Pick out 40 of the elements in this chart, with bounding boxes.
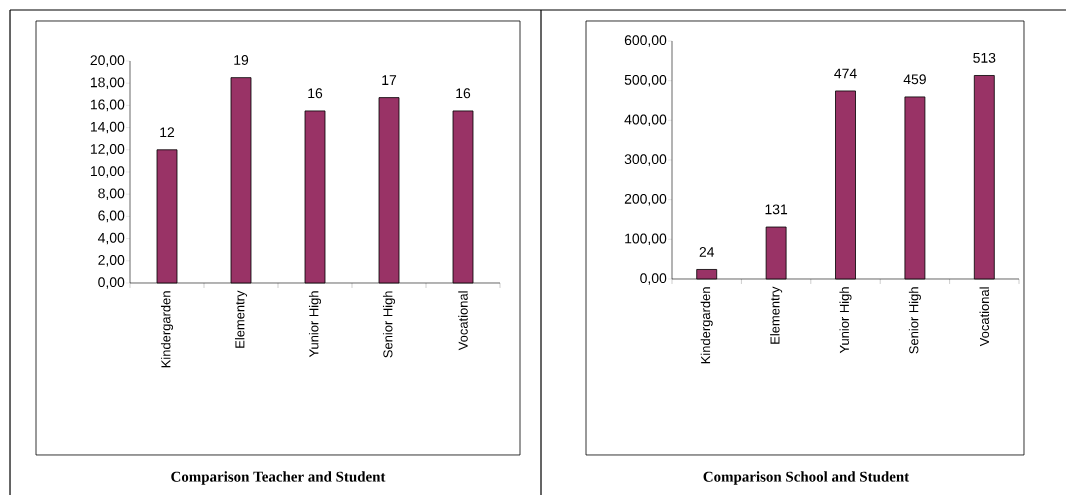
data-label: 16 <box>456 88 471 99</box>
data-label: 16 <box>308 88 323 99</box>
text: Comparison Teacher and Student <box>171 471 386 485</box>
x-tick-label: Elementry <box>234 290 248 348</box>
data-label: 19 <box>234 55 249 65</box>
y-tick-label: 100,00 <box>625 233 667 246</box>
data-label: 12 <box>160 127 175 138</box>
x-tick-label: Vocational <box>458 291 468 351</box>
x-tick-label: Yunior High <box>308 291 322 358</box>
y-tick-label: 12,00 <box>90 144 125 156</box>
y-tick-label: 0,00 <box>640 273 667 285</box>
data-label: 513 <box>973 52 996 63</box>
y-tick-label: 200,00 <box>624 193 667 206</box>
x-tick-label: Kindergarden <box>160 291 174 368</box>
y-tick-label: 400,00 <box>624 114 667 127</box>
x-tick-label: Senior High <box>382 291 396 358</box>
x-tick-label: Senior High <box>908 287 921 354</box>
data-label: 24 <box>699 246 715 257</box>
y-tick-label: 6,00 <box>98 210 125 223</box>
y-tick-label: 600,00 <box>624 35 667 47</box>
y-tick-label: 8,00 <box>98 188 125 200</box>
x-tick-label: Kindergarden <box>700 287 713 364</box>
y-tick-label: 500,00 <box>624 74 667 87</box>
y-tick-label: 14,00 <box>90 121 125 134</box>
y-tick-label: 2,00 <box>98 255 125 267</box>
y-tick-label: 20,00 <box>90 55 125 67</box>
y-tick-label: 4,00 <box>97 232 125 245</box>
y-tick-label: 300,00 <box>624 154 667 166</box>
data-label: 459 <box>903 74 926 85</box>
x-tick-label: Elementry <box>770 286 783 344</box>
y-tick-label: 0,00 <box>98 277 125 289</box>
y-tick-label: 10,00 <box>90 166 125 178</box>
data-label: 131 <box>765 204 788 215</box>
y-tick-label: 16,00 <box>90 99 125 112</box>
data-label: 474 <box>834 68 857 79</box>
x-tick-label: Yunior High <box>839 287 852 354</box>
text: Comparison School and Student <box>703 471 910 485</box>
data-label: 17 <box>382 75 397 85</box>
x-tick-label: Vocational <box>979 287 990 347</box>
y-tick-label: 18,00 <box>90 77 125 89</box>
